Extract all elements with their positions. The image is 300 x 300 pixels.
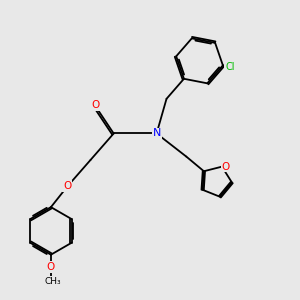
Text: N: N bbox=[152, 128, 161, 139]
Text: O: O bbox=[47, 262, 55, 272]
Text: O: O bbox=[222, 162, 230, 172]
Text: O: O bbox=[63, 181, 72, 191]
Text: O: O bbox=[92, 100, 100, 110]
Text: Cl: Cl bbox=[225, 62, 235, 72]
Text: CH₃: CH₃ bbox=[44, 277, 61, 286]
